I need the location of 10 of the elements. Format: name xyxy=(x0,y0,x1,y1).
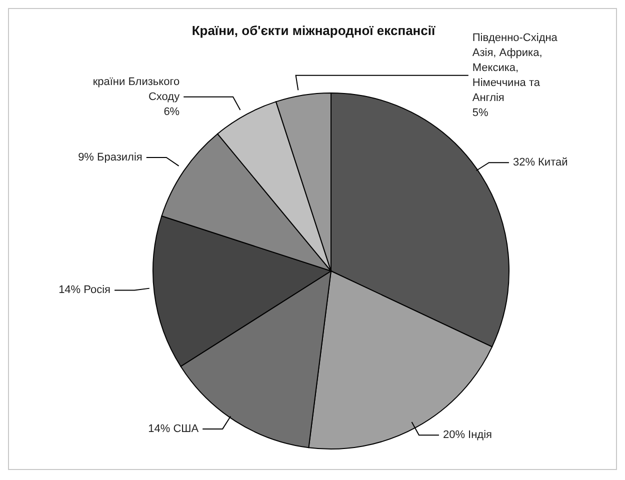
chart-title: Країни, об'єкти міжнародної експансії xyxy=(192,23,436,38)
data-label: 5% xyxy=(472,106,489,119)
slice-label: країни Близького Сходу xyxy=(92,76,180,103)
slice-label: 9% Бразилія xyxy=(78,151,142,164)
slice-label: 32% Китай xyxy=(512,156,568,168)
slice-label: 20% Індія xyxy=(442,429,492,442)
slice-label: 14% Росія xyxy=(58,284,111,296)
slice-label: 14% США xyxy=(148,422,200,435)
data-label: 6% xyxy=(164,106,180,118)
slice-label: Південно-Східна Азія, Африка, Мексика, Німеччина та Англія xyxy=(472,32,558,104)
